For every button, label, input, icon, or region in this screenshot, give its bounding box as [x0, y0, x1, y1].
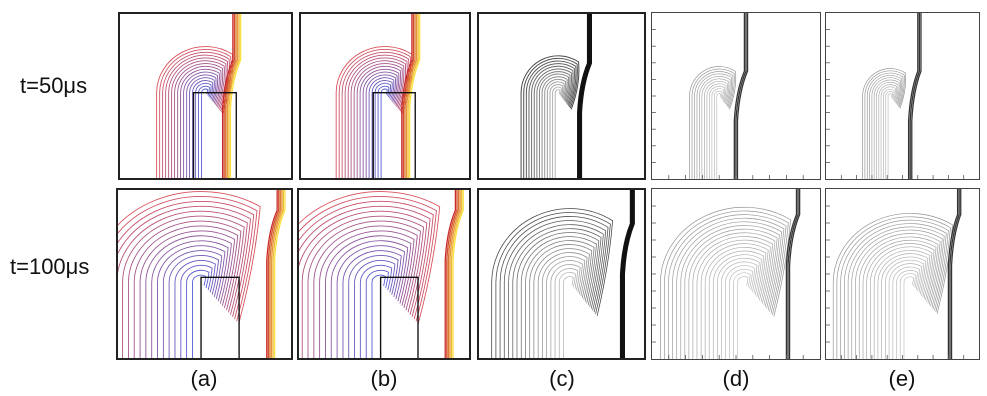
panel-c-t50 [477, 12, 646, 180]
row-label-t100: t=100μs [10, 254, 90, 279]
contour-plot-d-t100 [652, 189, 804, 359]
col-label-a: (a) [190, 366, 218, 391]
panel-b-t50 [299, 12, 471, 180]
row-label-t50: t=50μs [20, 73, 88, 98]
panel-a-t50 [118, 12, 293, 180]
contour-plot-e-t100 [826, 189, 965, 359]
col-label-e: (e) [888, 366, 916, 391]
contour-plot-c-t100 [491, 190, 635, 358]
contour-plot-b-t50 [335, 14, 421, 178]
contour-plot-b-t100 [299, 190, 464, 358]
contour-plot-d-t50 [652, 13, 804, 179]
col-label-c: (c) [549, 366, 575, 391]
panel-e-t50 [825, 12, 980, 180]
panel-a-t100 [116, 188, 293, 360]
contour-plot-a-t50 [156, 14, 242, 178]
panel-d-t50 [651, 12, 821, 180]
panel-d-t100 [651, 188, 821, 360]
col-label-b: (b) [370, 366, 398, 391]
panel-e-t100 [825, 188, 980, 360]
contour-plot-c-t50 [520, 14, 593, 178]
contour-plot-e-t50 [826, 13, 965, 179]
panel-b-t100 [297, 188, 471, 360]
panel-c-t100 [477, 188, 646, 360]
col-label-d: (d) [722, 366, 750, 391]
contour-plot-a-t100 [118, 190, 286, 358]
